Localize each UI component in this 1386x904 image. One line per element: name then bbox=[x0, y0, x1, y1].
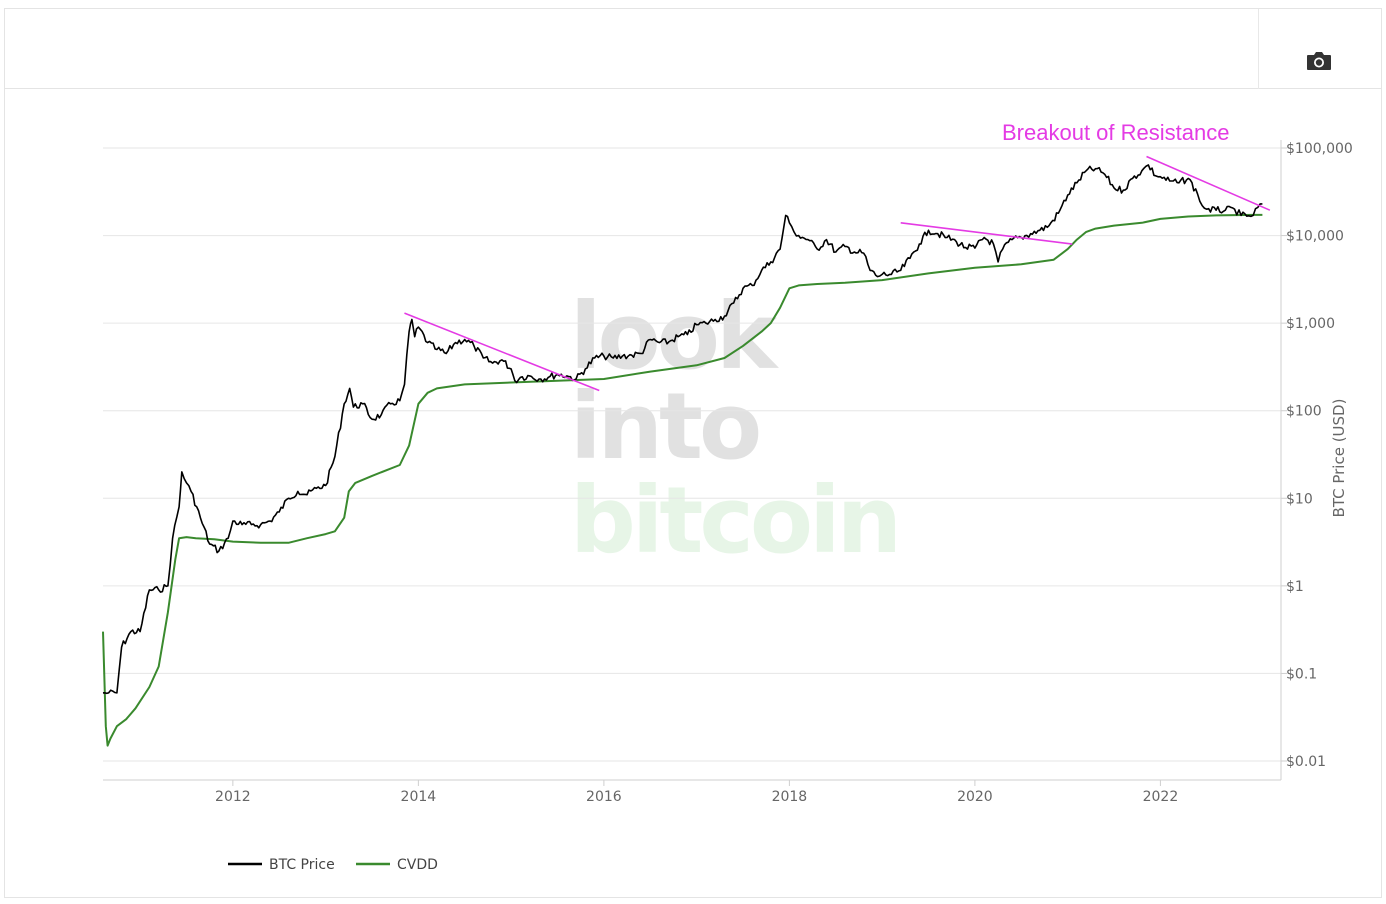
x-axis-ticks: 2012 2014 2016 2018 2020 2022 bbox=[215, 780, 1178, 805]
y-tick-label: $10 bbox=[1286, 491, 1313, 507]
y-tick-label: $100,000 bbox=[1286, 141, 1353, 157]
x-tick-label: 2016 bbox=[586, 789, 622, 805]
toolbar-divider bbox=[1258, 9, 1259, 89]
legend-label-btc: BTC Price bbox=[269, 857, 335, 873]
x-tick-label: 2020 bbox=[957, 789, 993, 805]
legend-item-cvdd[interactable]: CVDD bbox=[356, 857, 438, 873]
x-tick-label: 2018 bbox=[772, 789, 808, 805]
y-tick-label: $1 bbox=[1286, 579, 1304, 595]
watermark: look into bitcoin bbox=[570, 283, 902, 574]
resistance-line bbox=[900, 221, 1073, 245]
resistance-line bbox=[1146, 155, 1271, 211]
y-tick-label: $100 bbox=[1286, 404, 1322, 420]
legend: BTC Price CVDD bbox=[228, 857, 438, 873]
y-tick-label: $10,000 bbox=[1286, 229, 1344, 245]
series-line-btc-price[interactable] bbox=[102, 164, 1263, 695]
y-axis-ticks: $0.01 $0.1 $1 $10 $100 $1,000 $10,000 $100,000 bbox=[1281, 141, 1353, 770]
legend-item-btc[interactable]: BTC Price bbox=[228, 857, 335, 873]
x-tick-label: 2014 bbox=[401, 789, 437, 805]
chart-toolbar bbox=[5, 9, 1381, 89]
series-line-cvdd[interactable] bbox=[102, 213, 1263, 747]
chart-container bbox=[4, 8, 1382, 898]
y-tick-label: $0.1 bbox=[1286, 666, 1317, 682]
x-tick-label: 2022 bbox=[1143, 789, 1179, 805]
grid-lines bbox=[103, 147, 1281, 762]
y-tick-label: $1,000 bbox=[1286, 316, 1335, 332]
y-tick-label: $0.01 bbox=[1286, 754, 1326, 770]
resistance-lines bbox=[404, 155, 1271, 392]
watermark-into: into bbox=[570, 373, 759, 480]
legend-label-cvdd: CVDD bbox=[397, 857, 438, 873]
annotation-breakout: Breakout of Resistance bbox=[1002, 120, 1229, 145]
series-layer bbox=[102, 164, 1263, 747]
watermark-bitcoin: bitcoin bbox=[570, 467, 898, 574]
x-tick-label: 2012 bbox=[215, 789, 251, 805]
resistance-line bbox=[404, 312, 600, 392]
camera-icon[interactable] bbox=[1305, 49, 1333, 73]
y-axis-title: BTC Price (USD) bbox=[1330, 399, 1348, 518]
